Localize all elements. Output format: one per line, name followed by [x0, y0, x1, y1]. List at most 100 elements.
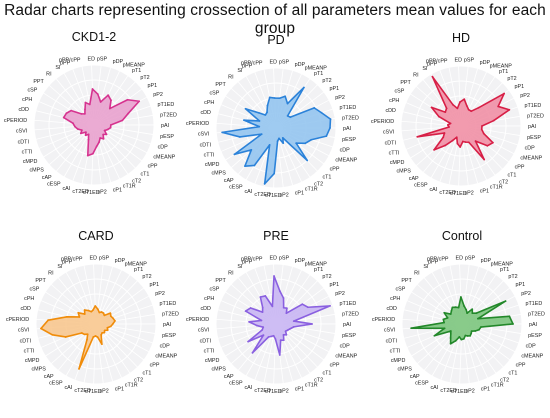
- radar-point-cmpd: [247, 340, 250, 343]
- radar-point-pt2ed: [121, 119, 124, 122]
- axis-label-ppt: PPT: [33, 79, 44, 85]
- radar-point-cdd: [243, 119, 245, 122]
- radar-point-si: [87, 309, 90, 312]
- axis-label-ct2ed: cT2ED: [254, 192, 271, 198]
- axis-label-cdp: cDP: [158, 144, 169, 150]
- radar-point-cdp: [106, 326, 109, 329]
- radar-point-ct2ed: [92, 336, 95, 338]
- radar-point-cp2: [276, 140, 279, 143]
- axis-label-cmeanp: cMEANP: [520, 155, 542, 161]
- axis-label-ppp-cpp: pPP/cPP: [241, 257, 263, 263]
- axis-label-ct1: cT1: [322, 370, 331, 376]
- axis-label-pmeanp: pMEANP: [305, 66, 328, 72]
- axis-label-cperiod: cPERIOD: [6, 317, 29, 323]
- axis-label-pt2ed: pT2ED: [528, 311, 545, 317]
- radar-point-ct2: [281, 136, 284, 139]
- radar-point-ct1r: [282, 142, 285, 145]
- axis-label-pdp: pDP: [113, 59, 124, 65]
- axis-label-ct2: cT2: [314, 181, 323, 187]
- radar-point-cdti: [238, 136, 241, 138]
- radar-point-si: [431, 75, 434, 78]
- axis-label-cap: cAP: [224, 178, 234, 184]
- radar-point-csp: [443, 311, 446, 314]
- axis-label-cmps: cMPS: [211, 171, 226, 177]
- axis-label-cperiod: cPERIOD: [186, 317, 209, 323]
- radar-point-ppp: [454, 306, 457, 309]
- axis-label-cdti: cDTI: [18, 139, 29, 145]
- radar-point-pp2: [504, 300, 507, 302]
- axis-label-cmpd: cMPD: [23, 159, 38, 165]
- axis-label-pp1: pP1: [148, 83, 158, 89]
- axis-label-ppt: PPT: [215, 278, 226, 284]
- axis-label-cdp: cDP: [160, 343, 171, 349]
- axis-label-ppp: pPP: [242, 64, 253, 70]
- radar-series-area: [410, 296, 514, 345]
- axis-label-ed: ED: [455, 57, 463, 63]
- radar-point-cdti: [262, 326, 265, 329]
- axis-label-cp2: cP2: [97, 190, 106, 196]
- radar-point-cmpd: [442, 136, 445, 139]
- axis-label-pt1ed: pT1ED: [526, 301, 543, 307]
- axis-label-ppp: pPP: [428, 260, 439, 266]
- axis-label-ed: ED: [270, 59, 278, 65]
- radar-point-ppp-cpp: [88, 103, 91, 106]
- radar-point-ppp-cpp: [92, 308, 95, 311]
- axis-label-pt2: pT2: [322, 274, 331, 280]
- radar-point-pt2: [285, 312, 288, 315]
- axis-label-ppp: pPP: [242, 260, 253, 266]
- radar-point-pt1: [470, 110, 473, 113]
- axis-label-cmeanp: cMEANP: [153, 154, 175, 160]
- radar-point-csp: [430, 106, 433, 109]
- radar-point-csp: [249, 307, 252, 309]
- radar-point-cap: [251, 351, 254, 354]
- radar-point-ppp: [264, 295, 267, 297]
- axis-label-cp1: cP1: [481, 387, 490, 393]
- radar-point-cap: [244, 165, 246, 168]
- radar-point-cdp: [310, 138, 313, 141]
- radar-point-pdp: [282, 297, 285, 299]
- axis-label-pt2ed: pT2ED: [162, 311, 179, 317]
- axis-label-cmeanp: cMEANP: [335, 157, 357, 163]
- axis-label-si: SI: [422, 66, 427, 72]
- radar-point-pai: [481, 125, 483, 127]
- axis-label-ct2: cT2: [134, 377, 143, 383]
- radar-point-cpp: [284, 330, 287, 333]
- radar-point-pt1: [303, 86, 305, 89]
- radar-point-pp1: [126, 98, 129, 101]
- axis-label-cpp: cPP: [516, 362, 526, 368]
- radar-point-ct2: [282, 333, 285, 336]
- radar-point-ri: [445, 107, 448, 110]
- axis-label-cdp: cDP: [526, 343, 537, 349]
- axis-label-ct1ed: cT1ED: [450, 191, 467, 197]
- axis-label-ct1r: cT1R: [123, 184, 136, 190]
- axis-label-pesp: pESP: [527, 135, 541, 141]
- axis-label-csvi: cSVI: [198, 328, 209, 334]
- radar-point-pt2ed: [492, 119, 495, 122]
- axis-label-cperiod: cPERIOD: [372, 317, 395, 323]
- axis-label-pai: pAI: [528, 124, 536, 130]
- radar-point-ctti: [261, 328, 264, 331]
- axis-label-ct2ed: cT2ED: [74, 388, 91, 394]
- axis-label-cpp: cPP: [330, 362, 340, 368]
- radar-point-ct1: [470, 332, 473, 335]
- chart-title: HD: [452, 31, 470, 45]
- axis-label-pt1: pT1: [314, 71, 323, 77]
- axis-label-cph: cPH: [389, 98, 399, 104]
- axis-label-pt1ed: pT1ED: [160, 301, 177, 307]
- radar-point-csp: [70, 109, 73, 112]
- radar-point-pmeanp: [282, 306, 285, 309]
- axis-label-ct2ed: cT2ED: [254, 388, 271, 394]
- axis-label-ed: ED: [270, 255, 278, 261]
- radar-point-si: [259, 296, 262, 298]
- axis-label-pesp: pESP: [160, 134, 174, 140]
- radar-series-area: [244, 275, 331, 356]
- axis-label-pt2: pT2: [507, 76, 516, 82]
- radar-point-pesp: [109, 325, 112, 328]
- radar-point-cph: [446, 317, 449, 319]
- axis-label-pt1: pT1: [132, 68, 141, 74]
- axis-label-cdti: cDTI: [200, 142, 211, 148]
- axis-label-pesp: pESP: [342, 137, 356, 143]
- axis-label-cp1: cP1: [295, 191, 304, 197]
- radar-point-pt1: [102, 312, 105, 315]
